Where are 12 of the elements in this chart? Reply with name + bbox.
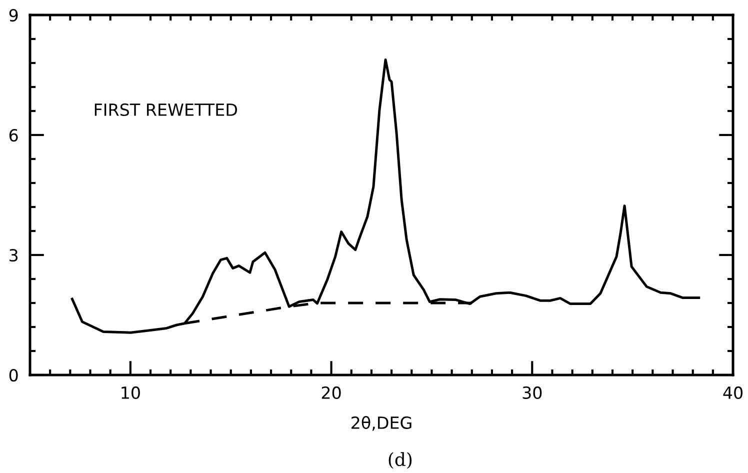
x-tick-label: 30 bbox=[522, 386, 542, 400]
x-tick-label: 40 bbox=[723, 386, 742, 400]
line-series bbox=[70, 58, 700, 334]
x-tick-label: 10 bbox=[122, 386, 140, 400]
y-tick-label: 3 bbox=[10, 248, 18, 262]
text: (d) bbox=[388, 452, 412, 469]
annotation: FIRST REWETTED bbox=[94, 103, 237, 116]
y-tick-label: 6 bbox=[9, 128, 18, 142]
x-tick-label: 20 bbox=[322, 386, 341, 400]
x-axis-title: 2θ,DEG bbox=[352, 416, 412, 431]
y-tick-label: 0 bbox=[9, 368, 18, 382]
y-tick-label: 9 bbox=[9, 8, 18, 22]
